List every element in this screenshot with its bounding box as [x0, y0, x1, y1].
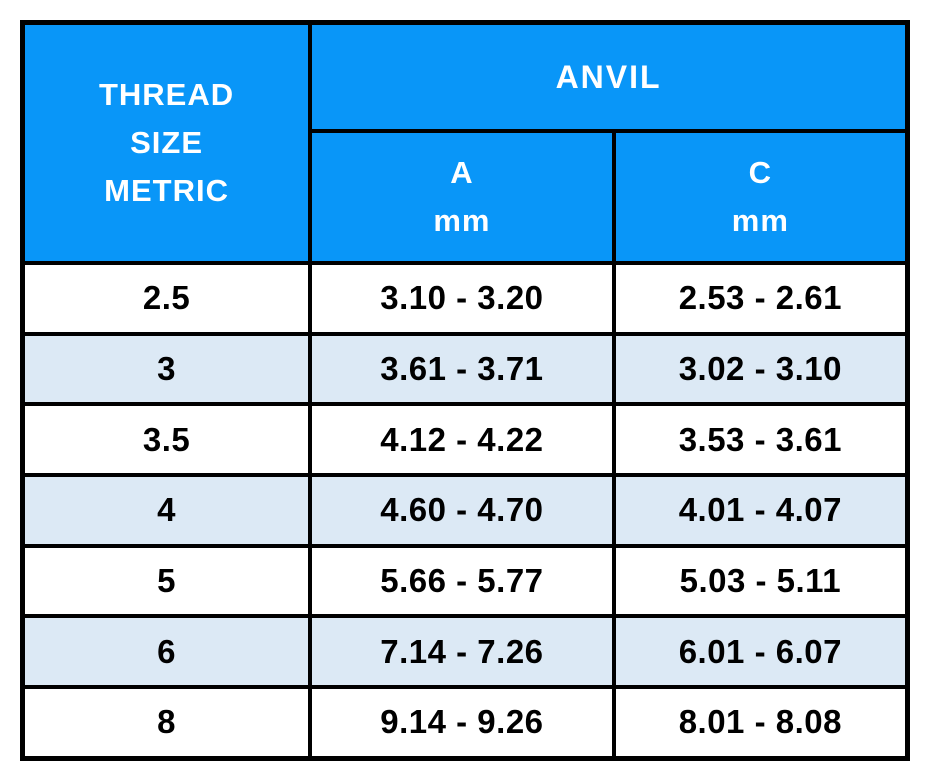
- thread-size-line-1: THREAD: [98, 76, 235, 112]
- anvil-c-cell: 2.53 - 2.61: [611, 261, 910, 336]
- header-row-sub: A mm C mm: [23, 129, 910, 265]
- anvil-c-cell: 4.01 - 4.07: [611, 472, 910, 548]
- anvil-c-cell: 5.03 - 5.11: [611, 543, 910, 619]
- table-row: 3.5 4.12 - 4.22 3.53 - 3.61: [20, 402, 910, 477]
- column-a-header: A mm: [308, 129, 616, 265]
- column-c-header: C mm: [611, 129, 910, 265]
- column-a-letter: A: [450, 154, 474, 190]
- table-row: 3 3.61 - 3.71 3.02 - 3.10: [20, 331, 910, 407]
- thread-size-cell: 3.5: [20, 402, 313, 477]
- thread-size-cell: 4: [20, 472, 313, 548]
- anvil-c-cell: 3.02 - 3.10: [611, 331, 910, 407]
- anvil-a-cell: 5.66 - 5.77: [308, 543, 616, 619]
- thread-anvil-table: THREAD SIZE METRIC ANVIL A mm C mm 2.5: [20, 20, 910, 761]
- anvil-c-cell: 8.01 - 8.08: [611, 684, 910, 761]
- anvil-a-cell: 9.14 - 9.26: [308, 684, 616, 761]
- thread-size-header: THREAD SIZE METRIC: [20, 20, 313, 265]
- anvil-a-cell: 3.61 - 3.71: [308, 331, 616, 407]
- table-body: 2.5 3.10 - 3.20 2.53 - 2.61 3 3.61 - 3.7…: [20, 261, 910, 761]
- anvil-c-cell: 3.53 - 3.61: [611, 402, 910, 477]
- anvil-c-cell: 6.01 - 6.07: [611, 614, 910, 689]
- thread-size-line-3: METRIC: [104, 173, 229, 209]
- thread-size-cell: 8: [20, 684, 313, 761]
- table-header: THREAD SIZE METRIC ANVIL A mm C mm: [20, 20, 910, 265]
- thread-size-cell: 5: [20, 543, 313, 619]
- header-row-top: THREAD SIZE METRIC ANVIL: [20, 20, 910, 265]
- thread-size-cell: 2.5: [20, 261, 313, 336]
- table-row: 6 7.14 - 7.26 6.01 - 6.07: [20, 614, 910, 689]
- anvil-a-cell: 3.10 - 3.20: [308, 261, 616, 336]
- thread-size-cell: 3: [20, 331, 313, 407]
- thread-size-cell: 6: [20, 614, 313, 689]
- anvil-a-cell: 4.60 - 4.70: [308, 472, 616, 548]
- column-c-letter: C: [748, 154, 773, 190]
- anvil-a-cell: 7.14 - 7.26: [308, 614, 616, 689]
- thread-size-line-2: SIZE: [130, 124, 204, 160]
- anvil-a-cell: 4.12 - 4.22: [308, 402, 616, 477]
- table-row: 8 9.14 - 9.26 8.01 - 8.08: [20, 684, 910, 761]
- column-c-unit: mm: [731, 203, 789, 238]
- column-a-unit: mm: [433, 203, 491, 238]
- table-row: 5 5.66 - 5.77 5.03 - 5.11: [20, 543, 910, 619]
- table-row: 4 4.60 - 4.70 4.01 - 4.07: [20, 472, 910, 548]
- table-row: 2.5 3.10 - 3.20 2.53 - 2.61: [20, 261, 910, 336]
- anvil-header: ANVIL: [308, 20, 910, 133]
